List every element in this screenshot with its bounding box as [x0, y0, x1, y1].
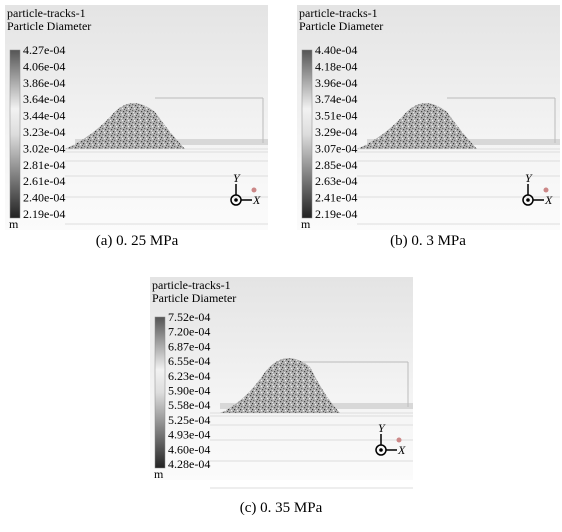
- particle-cloud: [65, 103, 185, 149]
- legend-label: 6.55e-04: [168, 354, 210, 368]
- legend-label: 7.20e-04: [168, 325, 210, 339]
- axis-label-x: X: [544, 193, 553, 207]
- legend-label: 5.25e-04: [168, 413, 210, 427]
- caption: (c) 0. 35 MPa: [240, 500, 323, 516]
- triad-ball: [543, 187, 549, 193]
- legend-label: 4.93e-04: [168, 428, 210, 442]
- legend-label: 3.86e-04: [23, 76, 65, 90]
- legend-label: 2.19e-04: [23, 207, 65, 221]
- axis-label-y: Y: [525, 171, 533, 185]
- legend-label: 2.40e-04: [23, 191, 65, 205]
- triad-ball: [251, 187, 257, 193]
- axis-label-y: Y: [233, 171, 241, 185]
- legend-label: 4.27e-04: [23, 43, 65, 57]
- panel-subtitle: Particle Diameter: [299, 19, 383, 33]
- legend-label: 3.07e-04: [315, 141, 357, 155]
- caption: (a) 0. 25 MPa: [96, 233, 179, 249]
- legend-label: 2.41e-04: [315, 191, 357, 205]
- legend-label: 5.90e-04: [168, 384, 210, 398]
- legend-label: 6.87e-04: [168, 339, 210, 353]
- legend-label: 2.61e-04: [23, 174, 65, 188]
- legend-label: 3.29e-04: [315, 125, 357, 139]
- colorbar: [301, 49, 313, 219]
- colorbar: [154, 316, 166, 469]
- triad-dot: [379, 448, 383, 452]
- panel-subtitle: Particle Diameter: [7, 19, 91, 33]
- legend-unit: m: [9, 217, 19, 231]
- legend-label: 4.18e-04: [315, 59, 357, 73]
- legend-label: 3.74e-04: [315, 92, 357, 106]
- legend-label: 3.64e-04: [23, 92, 65, 106]
- caption: (b) 0. 3 MPa: [390, 233, 466, 249]
- legend-label: 3.02e-04: [23, 141, 65, 155]
- legend-label: 3.51e-04: [315, 109, 357, 123]
- triad-dot: [526, 198, 530, 202]
- legend-label: 7.52e-04: [168, 310, 210, 324]
- legend-unit: m: [154, 467, 164, 481]
- triad-dot: [234, 198, 238, 202]
- legend-label: 4.06e-04: [23, 59, 65, 73]
- panel-title: particle-tracks-1: [299, 6, 378, 20]
- axis-label-x: X: [252, 193, 261, 207]
- panel-title: particle-tracks-1: [7, 6, 86, 20]
- legend-label: 2.19e-04: [315, 207, 357, 221]
- legend-label: 2.85e-04: [315, 158, 357, 172]
- legend-label: 3.44e-04: [23, 109, 65, 123]
- panel-title: particle-tracks-1: [152, 278, 231, 292]
- panel-subtitle: Particle Diameter: [152, 291, 236, 305]
- particle-cloud: [357, 103, 477, 149]
- particle-cloud: [220, 358, 340, 413]
- legend-label: 6.23e-04: [168, 369, 210, 383]
- axis-label-y: Y: [378, 421, 386, 435]
- legend-label: 4.40e-04: [315, 43, 357, 57]
- legend-label: 3.96e-04: [315, 76, 357, 90]
- colorbar: [9, 49, 21, 219]
- legend-label: 5.58e-04: [168, 398, 210, 412]
- legend-label: 2.81e-04: [23, 158, 65, 172]
- legend-unit: m: [301, 217, 311, 231]
- legend-label: 3.23e-04: [23, 125, 65, 139]
- legend-label: 4.60e-04: [168, 442, 210, 456]
- legend-label: 4.28e-04: [168, 457, 210, 471]
- triad-ball: [396, 437, 402, 443]
- legend-label: 2.63e-04: [315, 174, 357, 188]
- axis-label-x: X: [397, 443, 406, 457]
